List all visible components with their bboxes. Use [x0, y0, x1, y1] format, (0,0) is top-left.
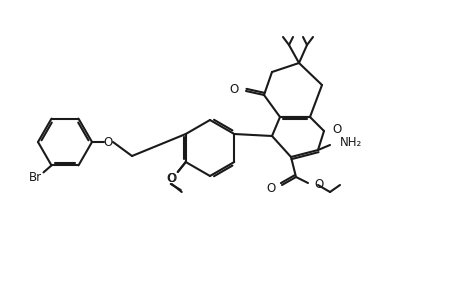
Text: O: O: [166, 172, 175, 184]
Text: O: O: [331, 122, 341, 136]
Text: O: O: [313, 178, 323, 191]
Text: O: O: [229, 82, 239, 95]
Text: NH₂: NH₂: [339, 136, 362, 148]
Text: Br: Br: [29, 171, 42, 184]
Text: O: O: [103, 136, 112, 148]
Text: O: O: [167, 172, 176, 185]
Text: O: O: [266, 182, 275, 196]
